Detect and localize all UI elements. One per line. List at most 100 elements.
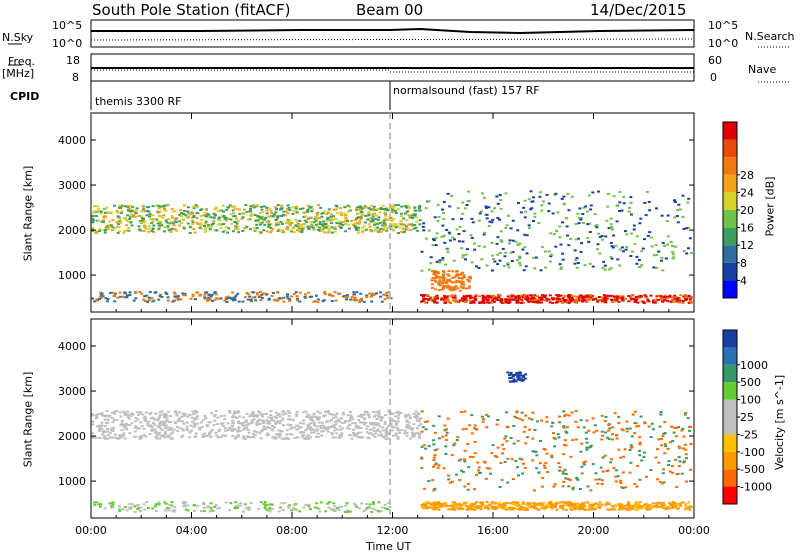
heatmap-cell [683, 294, 687, 297]
heatmap-cell [414, 410, 418, 413]
heatmap-cell [179, 222, 183, 225]
heatmap-cell [103, 431, 107, 434]
heatmap-cell [435, 448, 439, 451]
heatmap-cell [216, 507, 220, 510]
heatmap-cell [242, 428, 246, 431]
heatmap-cell [255, 414, 259, 417]
heatmap-cell [642, 238, 646, 241]
heatmap-cell [484, 296, 488, 299]
heatmap-cell [346, 510, 350, 513]
heatmap-cell [576, 502, 580, 505]
heatmap-cell [526, 505, 530, 508]
heatmap-cell [551, 504, 555, 507]
heatmap-cell [438, 284, 442, 287]
heatmap-cell [127, 503, 131, 506]
heatmap-cell [670, 507, 674, 510]
heatmap-cell [666, 300, 670, 303]
heatmap-cell [354, 226, 358, 229]
heatmap-cell [682, 447, 686, 450]
heatmap-cell [286, 227, 290, 230]
heatmap-cell [563, 300, 567, 303]
heatmap-cell [569, 455, 573, 458]
heatmap-cell [276, 414, 280, 417]
heatmap-cell [185, 421, 189, 424]
heatmap-cell [202, 214, 206, 217]
heatmap-cell [209, 293, 213, 296]
heatmap-cell [407, 424, 411, 427]
heatmap-cell [485, 206, 489, 209]
heatmap-cell [464, 258, 468, 261]
heatmap-cell [506, 214, 510, 217]
heatmap-cell [516, 375, 520, 378]
y-tick-label: 4000 [58, 134, 86, 147]
heatmap-cell [394, 423, 398, 426]
heatmap-cell [234, 437, 238, 440]
heatmap-cell [408, 417, 412, 420]
heatmap-cell [214, 504, 218, 507]
heatmap-cell [370, 208, 374, 211]
heatmap-cell [659, 297, 663, 300]
heatmap-cell [476, 461, 480, 464]
heatmap-cell [182, 204, 186, 207]
heatmap-cell [413, 416, 417, 419]
heatmap-cell [119, 295, 123, 298]
heatmap-cell [290, 295, 294, 298]
heatmap-cell [228, 509, 232, 512]
heatmap-cell [565, 225, 569, 228]
heatmap-cell [571, 488, 575, 491]
heatmap-cell [527, 417, 531, 420]
colorbar-tick-label: 16 [740, 222, 754, 235]
heatmap-cell [440, 298, 444, 301]
heatmap-cell [576, 261, 580, 264]
heatmap-cell [321, 429, 325, 432]
heatmap-cell [596, 243, 600, 246]
heatmap-cell [519, 507, 523, 510]
heatmap-cell [379, 295, 383, 298]
heatmap-cell [233, 220, 237, 223]
heatmap-cell [577, 299, 581, 302]
heatmap-cell [465, 300, 469, 303]
heatmap-cell [209, 295, 213, 298]
heatmap-cell [384, 218, 388, 221]
heatmap-cell [468, 299, 472, 302]
heatmap-cell [538, 296, 542, 299]
heatmap-cell [228, 410, 232, 413]
heatmap-cell [674, 503, 678, 506]
heatmap-cell [455, 228, 459, 231]
heatmap-cell [672, 501, 676, 504]
heatmap-cell [518, 255, 522, 258]
heatmap-cell [434, 280, 438, 283]
heatmap-cell [621, 486, 625, 489]
heatmap-cell [621, 471, 625, 474]
heatmap-cell [531, 411, 535, 414]
heatmap-cell [511, 501, 515, 504]
heatmap-cell [673, 301, 677, 304]
heatmap-cell [575, 503, 579, 506]
heatmap-cell [326, 410, 330, 413]
heatmap-cell [570, 503, 574, 506]
heatmap-cell [138, 228, 142, 231]
heatmap-cell [600, 235, 604, 238]
heatmap-cell [372, 426, 376, 429]
heatmap-cell [381, 204, 385, 207]
heatmap-cell [282, 410, 286, 413]
heatmap-cell [103, 215, 107, 218]
heatmap-cell [607, 429, 611, 432]
nsky-tick-bottom: 10^0 [52, 37, 83, 50]
heatmap-cell [295, 414, 299, 417]
heatmap-cell [159, 210, 163, 213]
heatmap-cell [672, 256, 676, 259]
heatmap-cell [307, 416, 311, 419]
heatmap-cell [534, 504, 538, 507]
heatmap-cell [399, 212, 403, 215]
heatmap-cell [574, 506, 578, 509]
heatmap-cell [649, 469, 653, 472]
heatmap-cell [188, 226, 192, 229]
heatmap-cell [338, 420, 342, 423]
heatmap-cell [525, 295, 529, 298]
heatmap-cell [170, 501, 174, 504]
heatmap-cell [348, 205, 352, 208]
heatmap-cell [279, 430, 283, 433]
heatmap-cell [398, 226, 402, 229]
heatmap-cell [348, 209, 352, 212]
